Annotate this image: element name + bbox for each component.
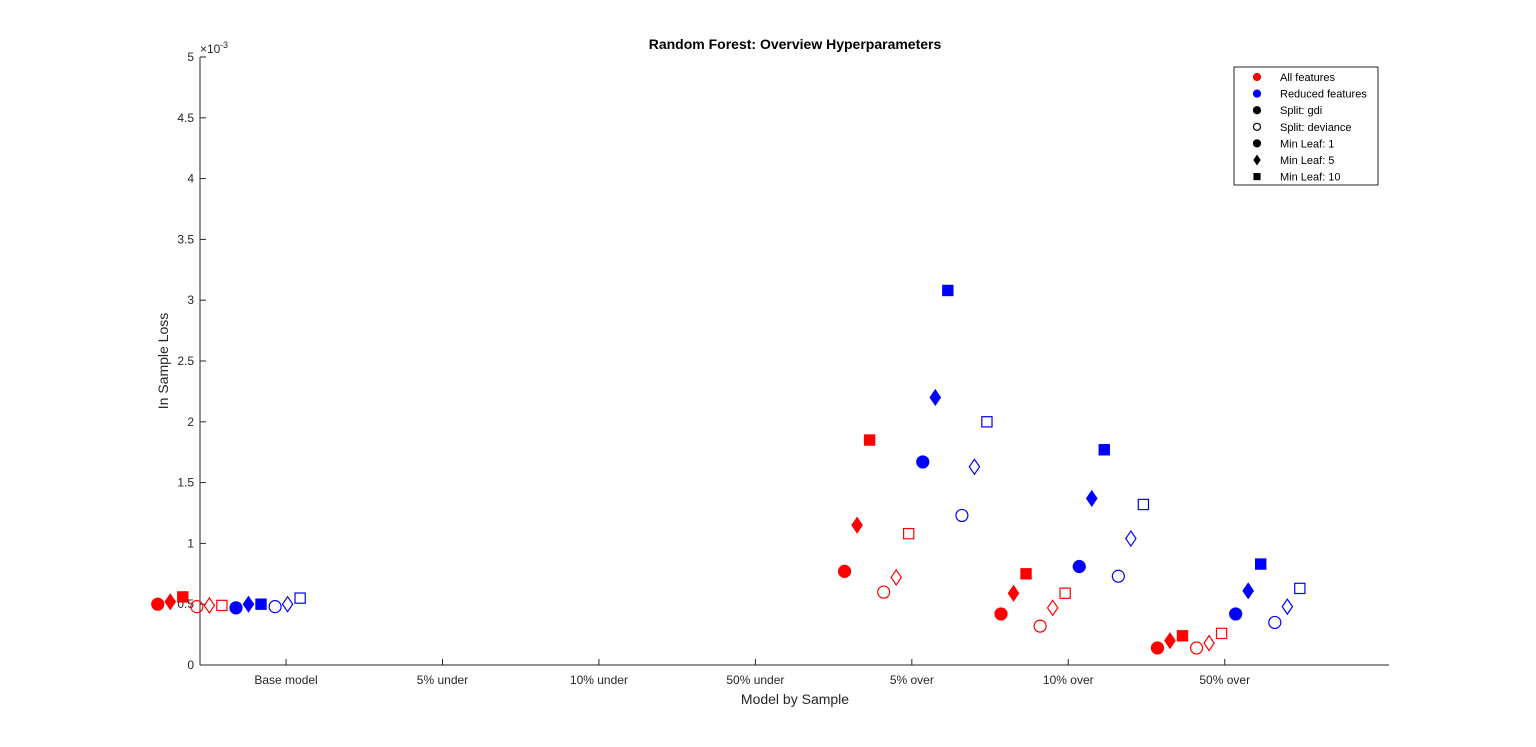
- data-point: [994, 607, 1008, 621]
- x-tick-label: 5% over: [890, 673, 934, 687]
- data-point: [1111, 569, 1125, 583]
- y-tick-label: 2: [187, 415, 194, 429]
- legend-marker: [1252, 106, 1262, 115]
- data-point: [281, 595, 294, 613]
- data-point: [1176, 630, 1189, 642]
- data-point: [916, 455, 930, 469]
- data-point: [1164, 632, 1176, 650]
- data-point: [877, 585, 891, 599]
- data-point: [890, 568, 903, 587]
- data-point: [1085, 489, 1098, 507]
- data-point: [1033, 619, 1047, 633]
- data-point: [1242, 582, 1255, 600]
- y-tick-label: 2.5: [177, 354, 194, 368]
- data-point: [942, 284, 954, 297]
- data-point: [1268, 615, 1282, 630]
- axes: [199, 57, 1389, 666]
- data-point: [903, 527, 915, 540]
- y-tick-label: 5: [187, 50, 194, 64]
- legend-marker: [1252, 72, 1262, 82]
- x-tick-label: 10% over: [1043, 673, 1094, 687]
- legend-marker: [1252, 122, 1262, 131]
- y-tick-label: 3.5: [177, 232, 194, 246]
- y-tick-label: 0: [187, 658, 194, 672]
- legend-label: Min Leaf: 5: [1280, 155, 1334, 167]
- y-tick-label: 1.5: [177, 476, 194, 490]
- data-point: [1294, 582, 1306, 595]
- legend-marker: [1252, 89, 1262, 98]
- data-point: [1137, 498, 1150, 511]
- data-point: [1072, 559, 1086, 574]
- y-tick-label: 1: [187, 536, 194, 550]
- data-point: [863, 434, 876, 446]
- data-point: [1125, 529, 1137, 548]
- data-point: [929, 388, 942, 407]
- data-point: [190, 600, 204, 614]
- data-point: [1150, 641, 1165, 655]
- y-exponent-base: ×10: [200, 42, 221, 56]
- y-ticks: 00.511.522.533.544.55: [177, 50, 206, 672]
- chart-title: Random Forest: Overview Hyperparameters: [649, 36, 942, 52]
- data-point: [216, 599, 228, 612]
- data-point: [242, 595, 255, 613]
- data-point: [164, 593, 177, 611]
- data-point: [837, 564, 852, 578]
- data-point: [268, 600, 282, 614]
- data-point: [294, 592, 306, 604]
- legend-marker: [1252, 139, 1262, 148]
- legend: All features Reduced features Split: gdi Sp…: [1233, 66, 1379, 186]
- data-point: [1255, 558, 1267, 570]
- y-tick-label: 3: [187, 293, 194, 307]
- x-tick-label: 50% under: [726, 673, 784, 687]
- data-point: [1098, 444, 1110, 456]
- y-tick-label: 4.5: [177, 111, 194, 125]
- data-point: [1215, 627, 1228, 640]
- data-point: [1020, 568, 1032, 580]
- data-point: [229, 601, 243, 615]
- data-point: [968, 458, 981, 476]
- data-point: [203, 596, 216, 614]
- x-tick-label: 10% under: [570, 673, 628, 687]
- x-axis-label: Model by Sample: [741, 691, 849, 707]
- data-point: [1007, 584, 1020, 602]
- x-ticks: Base model 5% under 10% under 50% under 5% o…: [254, 659, 1250, 687]
- y-exponent: ×10 -3: [200, 40, 228, 56]
- data-point: [955, 508, 969, 523]
- legend-label: Reduced features: [1280, 89, 1367, 101]
- data-point: [851, 516, 863, 534]
- data-point: [1229, 607, 1243, 621]
- legend-label: Split: deviance: [1280, 122, 1352, 134]
- legend-label: All features: [1280, 72, 1336, 84]
- data-point: [1281, 598, 1294, 616]
- data-point: [1189, 641, 1204, 655]
- legend-marker: [1253, 154, 1261, 166]
- x-tick-label: Base model: [254, 673, 317, 687]
- legend-marker: [1253, 173, 1261, 181]
- x-tick-label: 5% under: [417, 673, 468, 687]
- y-axis-label: In Sample Loss: [155, 313, 171, 410]
- x-tick-label: 50% over: [1199, 673, 1250, 687]
- y-tick-label: 4: [187, 172, 194, 186]
- data-point: [151, 597, 165, 611]
- data-point: [1046, 599, 1059, 617]
- data-point: [1203, 634, 1215, 652]
- legend-label: Min Leaf: 1: [1280, 138, 1334, 150]
- legend-label: Split: gdi: [1280, 105, 1322, 117]
- data-point: [981, 416, 993, 428]
- legend-box: [1233, 66, 1379, 186]
- legend-label: Min Leaf: 10: [1280, 172, 1341, 184]
- y-exponent-power: -3: [220, 40, 228, 50]
- data-point: [1059, 587, 1071, 599]
- data-point: [255, 598, 267, 610]
- data-points: [151, 284, 1306, 655]
- data-point: [177, 591, 189, 603]
